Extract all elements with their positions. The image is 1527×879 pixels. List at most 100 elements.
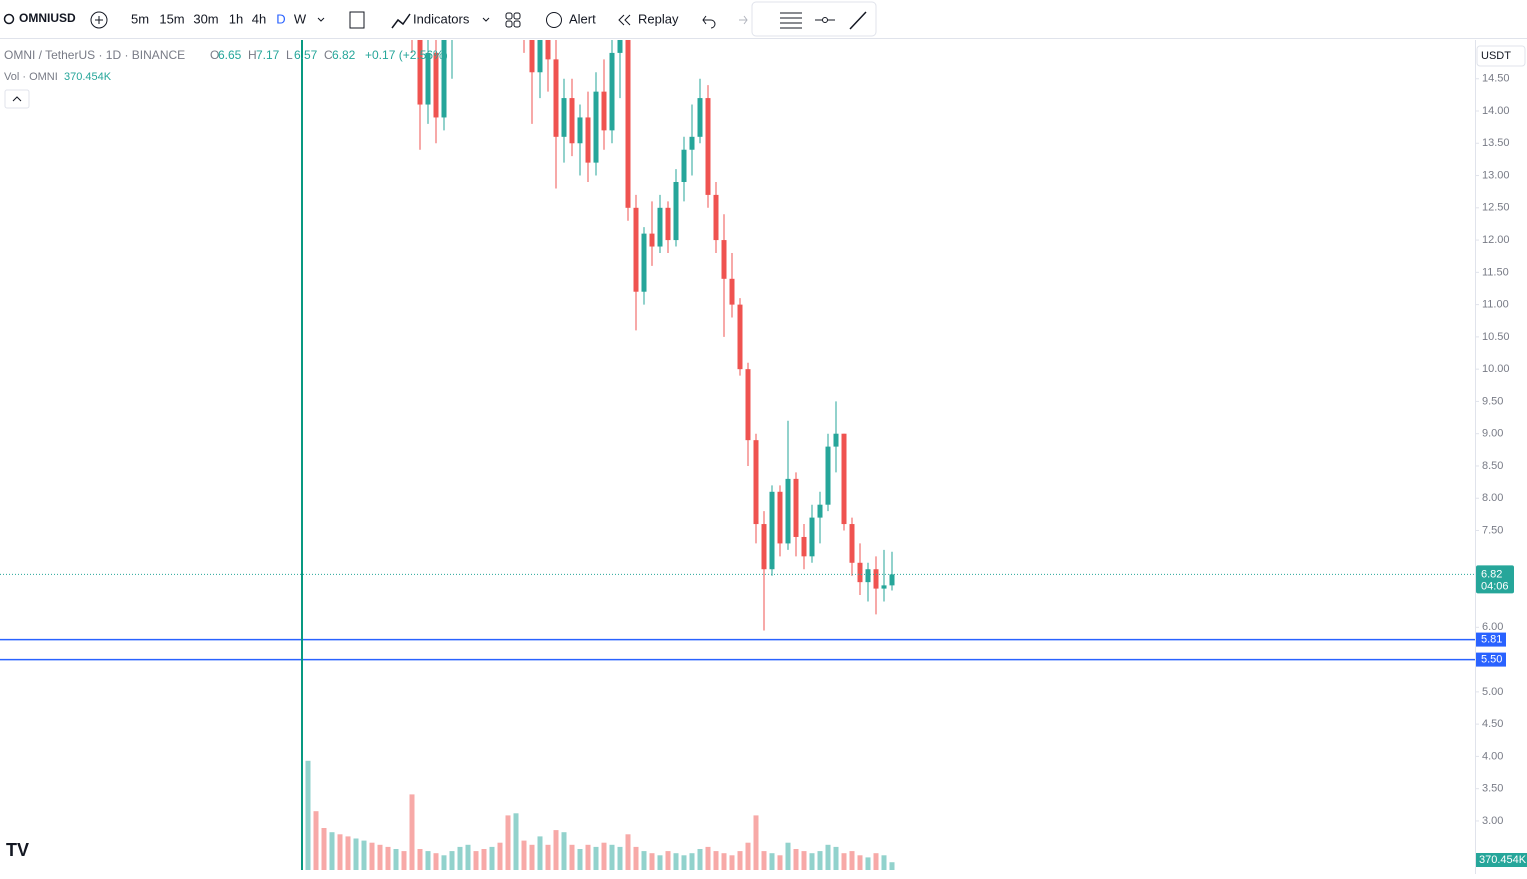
y-tick-label: 4.00 bbox=[1482, 750, 1503, 762]
indicators-icon bbox=[391, 13, 411, 29]
candle-body bbox=[857, 562, 863, 583]
legend-key: L bbox=[286, 48, 293, 62]
volume-bar bbox=[633, 846, 639, 870]
volume-bar bbox=[353, 838, 359, 870]
candle-body bbox=[433, 52, 439, 118]
search-icon[interactable] bbox=[3, 13, 15, 25]
candle-body bbox=[793, 478, 799, 537]
volume-bar bbox=[889, 862, 895, 870]
candle-body bbox=[625, 40, 631, 208]
indicators-button[interactable]: Indicators bbox=[413, 11, 470, 26]
compare-icon[interactable] bbox=[90, 11, 108, 29]
volume-axis-label: 370.454K bbox=[1479, 854, 1527, 866]
volume-bar bbox=[321, 828, 327, 870]
candle-body bbox=[425, 52, 431, 105]
volume-bar bbox=[881, 855, 887, 870]
y-tick-label: 12.00 bbox=[1482, 234, 1510, 246]
candle-body bbox=[777, 491, 783, 544]
interval[interactable]: 15m bbox=[159, 11, 184, 26]
volume-bar bbox=[737, 851, 743, 870]
volume-bar bbox=[609, 844, 615, 870]
volume-bar bbox=[785, 842, 791, 870]
volume-bar bbox=[793, 849, 799, 870]
currency[interactable]: USDT bbox=[1481, 50, 1511, 62]
interval[interactable]: 5m bbox=[131, 11, 149, 26]
volume-bar bbox=[417, 849, 423, 870]
interval[interactable]: W bbox=[294, 11, 307, 26]
interval[interactable]: 1h bbox=[229, 11, 243, 26]
y-tick-label: 6.00 bbox=[1482, 621, 1503, 633]
candle-body bbox=[817, 504, 823, 518]
interval-caret[interactable] bbox=[317, 17, 325, 22]
volume-bar bbox=[521, 840, 527, 870]
volume-bar bbox=[449, 851, 455, 870]
volume-bar bbox=[601, 842, 607, 870]
volume-bar bbox=[377, 844, 383, 870]
interval[interactable]: 4h bbox=[252, 11, 266, 26]
interval[interactable]: 30m bbox=[193, 11, 218, 26]
volume-bar bbox=[481, 849, 487, 870]
candle-body bbox=[601, 91, 607, 131]
volume-bar bbox=[673, 853, 679, 870]
legend-value: 6.82 bbox=[332, 48, 356, 62]
legend-value: 7.17 bbox=[256, 48, 280, 62]
undo[interactable] bbox=[702, 15, 716, 29]
volume-bar bbox=[697, 849, 703, 870]
volume-bar bbox=[825, 844, 831, 870]
candle-body bbox=[865, 569, 871, 583]
tv-logo[interactable]: TV bbox=[6, 840, 29, 860]
volume-bar bbox=[713, 851, 719, 870]
legend-pair: OMNI / TetherUS · 1D · BINANCE bbox=[4, 48, 185, 62]
volume-bar bbox=[561, 832, 567, 870]
y-tick-label: 11.50 bbox=[1482, 266, 1509, 278]
volume-bar bbox=[681, 855, 687, 870]
volume-bar bbox=[857, 855, 863, 870]
volume-bar bbox=[753, 815, 759, 870]
candle-body bbox=[657, 207, 663, 247]
candle-body bbox=[881, 585, 887, 589]
volume-bar bbox=[849, 851, 855, 870]
alert-button[interactable]: Alert bbox=[569, 11, 596, 26]
indicators-caret[interactable] bbox=[482, 17, 490, 22]
y-tick-label: 12.50 bbox=[1482, 202, 1510, 214]
price-label: 6.82 bbox=[1481, 568, 1502, 580]
y-tick-label: 9.00 bbox=[1482, 428, 1503, 440]
volume-bar bbox=[361, 840, 367, 870]
y-tick-label: 14.50 bbox=[1482, 73, 1510, 85]
candle-body bbox=[641, 233, 647, 292]
candle-body bbox=[561, 98, 567, 137]
volume-bar bbox=[657, 855, 663, 870]
volume-bar bbox=[553, 830, 559, 870]
candle-body bbox=[633, 207, 639, 292]
volume-bar bbox=[809, 853, 815, 870]
legend-value: 6.65 bbox=[218, 48, 242, 62]
currency-button[interactable] bbox=[1476, 45, 1526, 67]
replay-button[interactable]: Replay bbox=[638, 11, 679, 26]
volume-value: 370.454K bbox=[64, 71, 112, 83]
candle-body bbox=[529, 40, 535, 73]
candle-body bbox=[849, 524, 855, 563]
interval[interactable]: D bbox=[276, 11, 285, 26]
redo[interactable] bbox=[739, 15, 748, 25]
candle-body bbox=[705, 98, 711, 195]
legend-change: +0.17 (+2.56%) bbox=[365, 48, 448, 62]
candle-body bbox=[697, 98, 703, 137]
chart-type-icon[interactable] bbox=[349, 11, 365, 29]
candle-body bbox=[833, 433, 839, 447]
collapse-button[interactable] bbox=[4, 89, 30, 109]
volume-bar bbox=[505, 815, 511, 870]
symbol[interactable]: OMNIUSD bbox=[19, 11, 76, 25]
candle-body bbox=[609, 52, 615, 131]
candle-body bbox=[809, 517, 815, 557]
hline-tool[interactable] bbox=[780, 12, 802, 29]
volume-label-bg bbox=[1476, 853, 1527, 867]
trendline-tool[interactable] bbox=[849, 11, 867, 30]
candle-body bbox=[441, 40, 447, 118]
layouts-icon[interactable] bbox=[505, 12, 521, 28]
candle-body bbox=[801, 536, 807, 557]
y-tick-label: 4.50 bbox=[1482, 718, 1503, 730]
candle-body bbox=[785, 478, 791, 544]
volume-bar bbox=[721, 853, 727, 870]
volume-bar bbox=[745, 842, 751, 870]
